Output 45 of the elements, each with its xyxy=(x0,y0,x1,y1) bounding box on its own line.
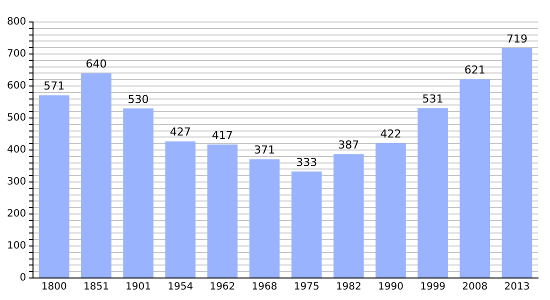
data-label: 719 xyxy=(506,32,528,46)
bar xyxy=(249,159,280,278)
data-label: 530 xyxy=(128,92,149,106)
y-tick-label: 800 xyxy=(6,16,26,28)
y-tick-label: 200 xyxy=(6,208,26,220)
x-tick-label: 1982 xyxy=(336,282,362,293)
y-tick-label: 100 xyxy=(6,240,26,252)
y-tick-label: 500 xyxy=(6,112,26,124)
data-label: 333 xyxy=(296,156,318,169)
x-tick-label: 1962 xyxy=(210,282,236,293)
bar xyxy=(460,79,490,278)
bar xyxy=(165,141,196,278)
bar xyxy=(502,48,532,278)
x-tick-label: 1975 xyxy=(294,282,320,293)
x-tick-label: 1999 xyxy=(420,282,446,293)
data-label: 371 xyxy=(254,144,276,157)
data-label: 640 xyxy=(86,58,107,71)
data-label: 571 xyxy=(44,80,65,93)
bar xyxy=(376,142,406,278)
x-tick-label: 2013 xyxy=(504,282,530,293)
bar xyxy=(334,154,364,278)
data-label: 387 xyxy=(338,138,360,152)
y-tick-label: 300 xyxy=(6,176,26,188)
x-tick-label: 1954 xyxy=(168,282,194,293)
x-tick-label: 1968 xyxy=(252,282,278,293)
bar xyxy=(207,144,238,278)
x-tick-label: 1990 xyxy=(378,282,404,293)
y-tick-label: 700 xyxy=(6,48,26,60)
x-tick-label: 1851 xyxy=(83,282,109,293)
y-tick-label: 600 xyxy=(6,80,26,92)
bar xyxy=(123,108,154,278)
x-tick-label: 1901 xyxy=(126,282,152,293)
bar xyxy=(291,171,322,278)
x-tick-label: 1800 xyxy=(41,282,67,293)
y-tick-label: 0 xyxy=(20,272,26,284)
data-label: 422 xyxy=(380,127,402,140)
bar xyxy=(81,73,112,278)
y-tick-label: 400 xyxy=(6,144,26,156)
data-label: 427 xyxy=(170,126,191,139)
data-label: 417 xyxy=(212,128,233,142)
bar xyxy=(418,108,448,278)
data-label: 621 xyxy=(464,64,486,77)
bar xyxy=(38,95,70,278)
x-tick-label: 2008 xyxy=(462,282,488,293)
data-label: 531 xyxy=(422,92,444,106)
